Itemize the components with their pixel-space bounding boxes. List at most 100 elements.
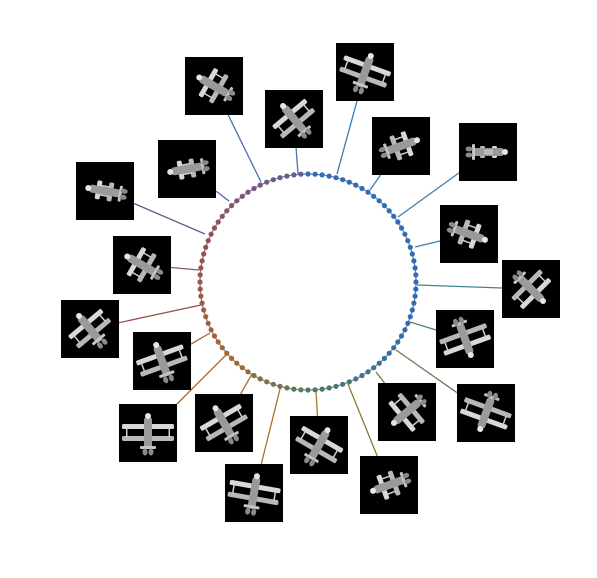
leader-line-view-12 bbox=[315, 389, 319, 417]
ring-point bbox=[413, 286, 419, 292]
ring-point bbox=[407, 244, 413, 250]
leader-line-view-4 bbox=[369, 174, 382, 191]
ring-point bbox=[234, 360, 240, 366]
ring-point bbox=[239, 193, 245, 199]
biplane-icon bbox=[68, 309, 111, 349]
ring-point bbox=[395, 339, 401, 345]
ring-point bbox=[284, 385, 290, 391]
biplane-icon bbox=[85, 180, 128, 202]
ring-point bbox=[402, 231, 408, 237]
ring-point bbox=[386, 350, 392, 356]
ring-point bbox=[365, 189, 371, 195]
ring-point bbox=[398, 333, 405, 339]
ring-point bbox=[197, 279, 203, 285]
ring-point bbox=[402, 327, 408, 333]
ring-point bbox=[386, 208, 392, 214]
ring-point bbox=[359, 185, 365, 192]
ring-point bbox=[257, 376, 263, 382]
render-tile-view-20 bbox=[158, 140, 216, 198]
leader-lines bbox=[118, 100, 503, 465]
ring-point bbox=[239, 365, 245, 371]
leader-line-view-9 bbox=[395, 349, 458, 394]
biplane-icon bbox=[227, 473, 281, 516]
ring-point bbox=[208, 231, 214, 237]
render-tile-view-14 bbox=[195, 394, 253, 452]
render-tile-view-17 bbox=[61, 300, 119, 358]
leader-line-view-10 bbox=[375, 371, 386, 384]
ring-point bbox=[298, 171, 304, 177]
ring-point bbox=[211, 333, 218, 339]
render-tile-view-15 bbox=[119, 404, 177, 462]
ring-point bbox=[203, 314, 209, 320]
biplane-icon bbox=[460, 390, 512, 432]
leader-line-view-8 bbox=[409, 321, 437, 331]
ring-point bbox=[205, 238, 211, 244]
ring-point bbox=[353, 376, 359, 382]
ring-point bbox=[264, 379, 270, 385]
render-tile-view-12 bbox=[290, 416, 348, 474]
ring-point bbox=[277, 175, 283, 181]
leader-line-view-18 bbox=[170, 266, 200, 271]
ring-point bbox=[270, 177, 276, 183]
ring-point bbox=[234, 198, 240, 204]
ring-point bbox=[203, 244, 209, 250]
ring-point bbox=[340, 381, 346, 387]
ring-point bbox=[224, 208, 230, 214]
render-tile-view-8 bbox=[436, 310, 494, 368]
biplane-icon bbox=[124, 247, 164, 283]
leader-line-view-11 bbox=[347, 383, 378, 457]
leader-line-view-19 bbox=[133, 202, 206, 235]
biplane-icon bbox=[370, 470, 412, 500]
ring-point bbox=[333, 175, 339, 181]
ring-point bbox=[365, 369, 371, 375]
ring-point bbox=[284, 173, 290, 179]
viewpoint-ring bbox=[197, 171, 419, 393]
ring-point bbox=[413, 272, 419, 278]
ring-point bbox=[319, 172, 325, 178]
biplane-icon bbox=[199, 404, 248, 445]
render-tile-view-3 bbox=[336, 43, 394, 101]
ring-point bbox=[371, 193, 377, 199]
leader-line-view-15 bbox=[176, 354, 227, 405]
render-tile-view-13 bbox=[225, 464, 283, 522]
render-tile-view-10 bbox=[378, 383, 436, 441]
ring-point bbox=[326, 173, 332, 179]
render-tile-view-4 bbox=[372, 117, 430, 175]
ring-point bbox=[405, 320, 411, 326]
ring-point bbox=[208, 327, 214, 333]
ring-point bbox=[229, 355, 235, 361]
leader-line-view-3 bbox=[336, 100, 358, 175]
leader-line-view-16 bbox=[190, 332, 211, 345]
ring-point bbox=[411, 300, 417, 306]
ring-point bbox=[197, 272, 203, 278]
ring-point bbox=[346, 379, 352, 385]
leader-line-view-20 bbox=[215, 190, 230, 202]
leader-line-view-5 bbox=[397, 172, 460, 218]
biplane-icon bbox=[378, 131, 420, 161]
ring-point bbox=[391, 213, 397, 219]
ring-point bbox=[395, 219, 401, 225]
ring-point bbox=[229, 203, 235, 209]
leader-line-view-13 bbox=[260, 384, 282, 465]
ring-point bbox=[224, 350, 230, 356]
biplane-icon bbox=[446, 219, 488, 249]
ring-point bbox=[353, 182, 359, 188]
ring-point bbox=[205, 320, 211, 326]
biplane-icon bbox=[511, 269, 551, 309]
ring-point bbox=[264, 179, 270, 185]
render-tile-view-2 bbox=[265, 90, 323, 148]
render-tile-view-19 bbox=[76, 162, 134, 220]
ring-point bbox=[376, 360, 382, 366]
ring-point bbox=[245, 369, 251, 375]
ring-point bbox=[326, 385, 332, 391]
render-thumbnails bbox=[61, 43, 560, 522]
ring-point bbox=[199, 300, 205, 306]
render-tile-view-11 bbox=[360, 456, 418, 514]
leader-line-view-14 bbox=[240, 373, 253, 395]
ring-point bbox=[298, 387, 304, 393]
biplane-icon bbox=[167, 158, 210, 180]
render-tile-view-5 bbox=[459, 123, 517, 181]
biplane-icon bbox=[136, 342, 188, 384]
ring-point bbox=[291, 386, 297, 392]
ring-point bbox=[391, 345, 397, 351]
